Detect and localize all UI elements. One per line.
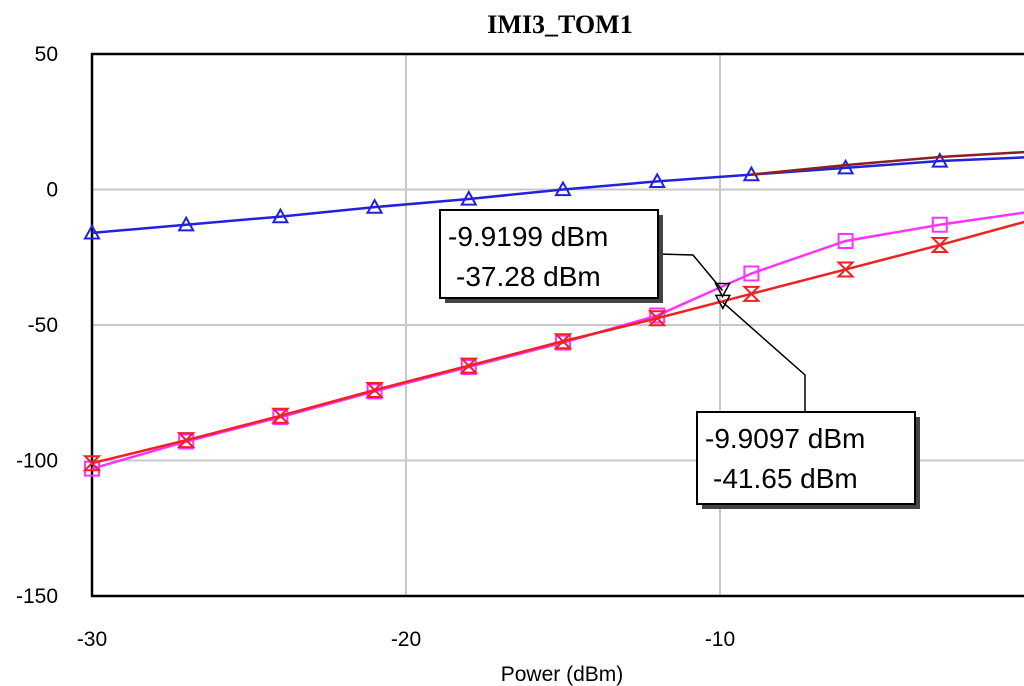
y-tick-label: 50 (35, 43, 58, 66)
hourglass-marker (82, 455, 102, 472)
square-marker (84, 460, 100, 477)
y-tick-label: -150 (16, 585, 58, 608)
square-marker (931, 216, 948, 233)
grid (91, 53, 1024, 597)
marker-leader-line (657, 253, 724, 292)
marker-point (714, 294, 732, 310)
marker-leader-line (722, 301, 806, 412)
marker-box (439, 209, 659, 299)
triangle-marker (648, 172, 666, 188)
series-line (92, 156, 1024, 235)
marker-box (696, 411, 916, 505)
marker-y-value: -41.65 dBm (713, 463, 858, 494)
y-tick-labels: 50 0 -50 -100 -150 (16, 43, 58, 608)
triangle-marker (931, 151, 949, 168)
triangle-marker (460, 189, 478, 206)
plot-area (90, 52, 1024, 598)
marker-x-value: -9.9199 dBm (448, 221, 608, 252)
triangle-marker (365, 198, 384, 214)
series-layer (82, 150, 1024, 477)
hourglass-marker (459, 357, 479, 374)
hourglass-marker (647, 310, 667, 327)
y-tick-label: 0 (46, 179, 58, 202)
triangle-marker (554, 180, 572, 197)
hourglass-marker (836, 261, 856, 278)
hourglass-marker (930, 237, 950, 254)
triangle-marker (271, 207, 290, 224)
x-axis-label: Power (dBm) (501, 663, 624, 686)
hourglass-marker (270, 407, 290, 424)
series-line (751, 150, 1024, 176)
marker-y-value: -37.28 dBm (456, 261, 601, 292)
triangle-marker (177, 215, 195, 232)
x-tick-label: -30 (77, 628, 107, 651)
marker-x-value: -9.9097 dBm (705, 423, 865, 454)
square-marker (837, 232, 854, 249)
triangle-marker (83, 223, 101, 240)
hourglass-marker (741, 285, 761, 302)
x-tick-label: -20 (391, 628, 421, 651)
hourglass-marker (553, 333, 573, 350)
chart-title: IMI3_TOM1 (487, 10, 632, 39)
x-tick-labels: -30-20-100 (77, 628, 735, 651)
marker-callout-1: -9.9097 dBm -41.65 dBm (696, 294, 920, 509)
marker-point (714, 282, 731, 299)
marker-callout-0: -9.9199 dBm -37.28 dBm (439, 209, 731, 303)
marker-layer: -9.9199 dBm -37.28 dBm -9.9097 dBm -41.65 d… (439, 209, 920, 509)
hourglass-marker (365, 382, 385, 399)
y-tick-label: -100 (16, 450, 58, 473)
series-0 (83, 151, 1024, 240)
x-tick-label: -10 (705, 628, 735, 651)
series-1 (751, 150, 1024, 176)
triangle-marker (836, 158, 855, 175)
hourglass-marker (176, 432, 196, 449)
square-marker (743, 265, 760, 282)
series-3 (82, 220, 1024, 472)
y-tick-label: -50 (28, 314, 58, 337)
